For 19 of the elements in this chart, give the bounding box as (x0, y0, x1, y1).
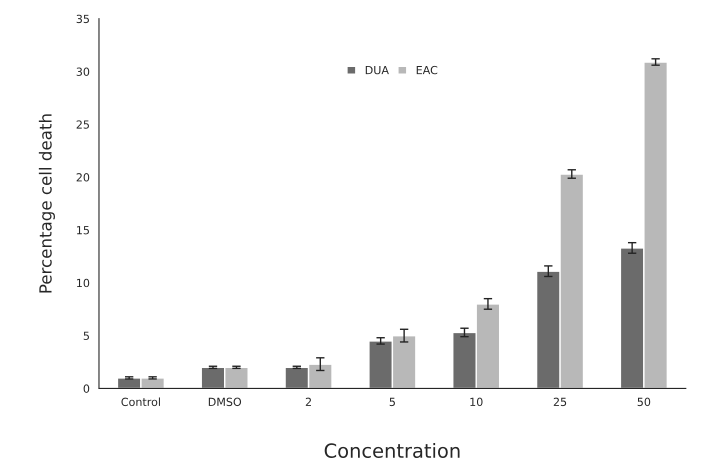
y-tick-label: 25 (76, 120, 89, 129)
x-tick-label: Control (121, 397, 160, 406)
y-tick-label: 35 (76, 14, 89, 24)
y-tick-label: 10 (77, 278, 90, 288)
x-tick-label: 25 (554, 398, 566, 406)
x-axis-title: Concentration (324, 442, 460, 458)
y-tick-label: 0 (84, 384, 90, 393)
legend-label: EAC (416, 66, 438, 74)
x-tick-label: 10 (470, 398, 483, 406)
y-tick-label: 30 (76, 68, 90, 76)
legend-label: DUA (366, 66, 389, 74)
x-tick-label: 50 (638, 398, 650, 406)
x-tick-label: DMSO (208, 398, 242, 406)
y-tick-label: 5 (84, 332, 89, 340)
y-axis-title: Percentage cell death (38, 114, 55, 293)
y-tick-label: 20 (76, 173, 90, 182)
x-tick-label: 5 (390, 398, 395, 406)
y-tick-label: 15 (77, 226, 89, 234)
x-tick-label: 2 (306, 398, 311, 406)
